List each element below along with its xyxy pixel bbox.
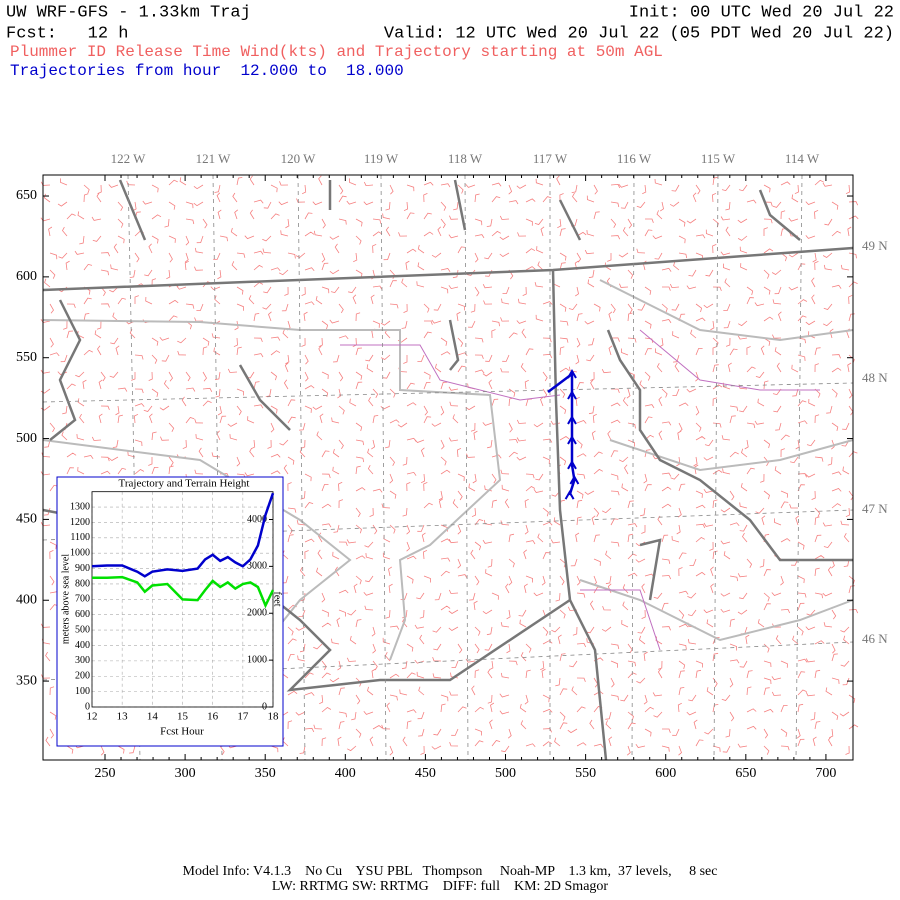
x-axis-label: Fcst Hour bbox=[160, 726, 204, 738]
x-tick-label: 400 bbox=[335, 766, 356, 781]
trajectory-arrow bbox=[567, 434, 577, 445]
y-tick-label: 400 bbox=[75, 640, 90, 651]
y2-tick-label: 2000 bbox=[247, 608, 267, 619]
y-tick-label: 650 bbox=[16, 188, 37, 203]
forecast-hour: Fcst: 12 h bbox=[6, 24, 128, 43]
y-tick-label: 1100 bbox=[70, 532, 90, 543]
y-tick-label: 700 bbox=[75, 594, 90, 605]
trajectory bbox=[547, 369, 580, 500]
y2-tick-label: 3000 bbox=[247, 561, 267, 572]
y-tick-label: 800 bbox=[75, 578, 90, 589]
x-tick-label: 300 bbox=[175, 766, 196, 781]
longitude-label: 116 W bbox=[617, 151, 652, 166]
x-tick-label: 450 bbox=[415, 766, 436, 781]
model-info: Model Info: V4.1.3 No Cu YSU PBL Thompso… bbox=[183, 864, 718, 879]
longitude-label: 117 W bbox=[533, 151, 568, 166]
trajectory-arrow bbox=[567, 390, 577, 400]
series-line bbox=[91, 492, 275, 578]
x-tick-label: 350 bbox=[255, 766, 276, 781]
x-tick-label: 600 bbox=[655, 766, 676, 781]
inset-frame bbox=[56, 476, 284, 747]
inset-title: Trajectory and Terrain Height bbox=[119, 478, 250, 490]
rivers bbox=[340, 329, 820, 651]
inset-chart: Trajectory and Terrain Height Fcst Hour … bbox=[56, 476, 284, 747]
y-tick-label: 450 bbox=[16, 512, 37, 527]
border bbox=[606, 329, 853, 562]
x-tick-label: 13 bbox=[117, 711, 129, 723]
trajectory-arrow bbox=[564, 490, 575, 500]
x-tick-label: 17 bbox=[237, 711, 249, 723]
init-time: Init: 00 UTC Wed 20 Jul 22 bbox=[629, 3, 894, 22]
x-tick-label: 16 bbox=[207, 711, 219, 723]
x-tick-label: 650 bbox=[735, 766, 756, 781]
boundary bbox=[609, 439, 854, 472]
river bbox=[340, 344, 561, 401]
trajectory-range: Trajectories from hour 12.000 to 18.000 bbox=[10, 62, 404, 80]
county-lines bbox=[42, 279, 854, 661]
x-tick-label: 500 bbox=[495, 766, 516, 781]
x-tick-label: 14 bbox=[147, 711, 159, 723]
y-tick-label: 600 bbox=[75, 609, 90, 620]
boundary bbox=[599, 279, 854, 342]
y2-tick-label: 1000 bbox=[247, 654, 267, 665]
latitude-label: 49 N bbox=[862, 238, 888, 253]
latitude-label: 46 N bbox=[862, 631, 888, 646]
plot-frame bbox=[91, 491, 274, 708]
map-frame bbox=[42, 174, 854, 761]
longitude-label: 114 W bbox=[785, 151, 820, 166]
trajectory-arrow bbox=[567, 459, 577, 470]
description: Plummer ID Release Time Wind(kts) and Tr… bbox=[10, 43, 663, 61]
y-tick-label: 900 bbox=[75, 563, 90, 574]
valid-time: Valid: 12 UTC Wed 20 Jul 22 (05 PDT Wed … bbox=[384, 24, 894, 43]
y-tick-label: 500 bbox=[75, 624, 90, 635]
boundary bbox=[42, 319, 502, 661]
model-physics: LW: RRTMG SW: RRTMG DIFF: full KM: 2D Sm… bbox=[272, 879, 608, 894]
series-line bbox=[92, 575, 275, 609]
x-tick-label: 700 bbox=[815, 766, 836, 781]
y-tick-label: 300 bbox=[75, 655, 90, 666]
x-tick-label: 550 bbox=[575, 766, 596, 781]
longitude-label: 122 W bbox=[111, 151, 147, 166]
y-tick-label: 500 bbox=[16, 431, 37, 446]
y-tick-label: 1200 bbox=[70, 517, 90, 528]
y-tick-label: 100 bbox=[75, 686, 90, 697]
y-tick-label: 350 bbox=[16, 673, 37, 688]
longitude-label: 119 W bbox=[364, 151, 399, 166]
x-tick-label: 15 bbox=[177, 711, 189, 723]
latitude-label: 47 N bbox=[862, 501, 888, 516]
longitude-label: 118 W bbox=[448, 151, 483, 166]
y-tick-label: 600 bbox=[16, 269, 37, 284]
graticule bbox=[42, 174, 854, 761]
boundary bbox=[42, 439, 352, 651]
trajectory-arrow bbox=[569, 474, 580, 485]
y-axis-label: meters above sea level bbox=[60, 554, 71, 644]
longitude-label: 115 W bbox=[701, 151, 736, 166]
longitude-label: 120 W bbox=[281, 151, 317, 166]
y-tick-label: 200 bbox=[75, 671, 90, 682]
trajectory-arrow bbox=[567, 414, 577, 425]
title: UW WRF-GFS - 1.33km Traj bbox=[6, 3, 251, 22]
longitude-label: 121 W bbox=[196, 151, 232, 166]
boundary bbox=[579, 579, 854, 642]
x-tick-label: 12 bbox=[87, 711, 98, 723]
trajectory-arrow bbox=[567, 369, 577, 379]
map-axes: 250 300 350 400 450 500 550 600 650 700 350 400 450 5… bbox=[16, 151, 888, 781]
y-tick-label: 1300 bbox=[70, 501, 90, 512]
y-tick-label: 0 bbox=[85, 701, 90, 712]
y2-axis-label: feet bbox=[272, 592, 283, 607]
parallel bbox=[42, 382, 854, 681]
river bbox=[580, 589, 661, 651]
x-tick-label: 250 bbox=[94, 766, 115, 781]
x-tick-label: 18 bbox=[268, 711, 280, 723]
river bbox=[639, 329, 820, 391]
latitude-label: 48 N bbox=[862, 370, 888, 385]
y-tick-label: 1000 bbox=[70, 548, 90, 559]
y-tick-label: 550 bbox=[16, 350, 37, 365]
inset-plot: 0 100 200 300 400 500 600 700 800 900 1000 1100 1200… bbox=[70, 491, 280, 723]
y2-tick-label: 4000 bbox=[247, 514, 267, 525]
y-tick-label: 400 bbox=[16, 592, 37, 607]
coastline bbox=[49, 179, 801, 601]
